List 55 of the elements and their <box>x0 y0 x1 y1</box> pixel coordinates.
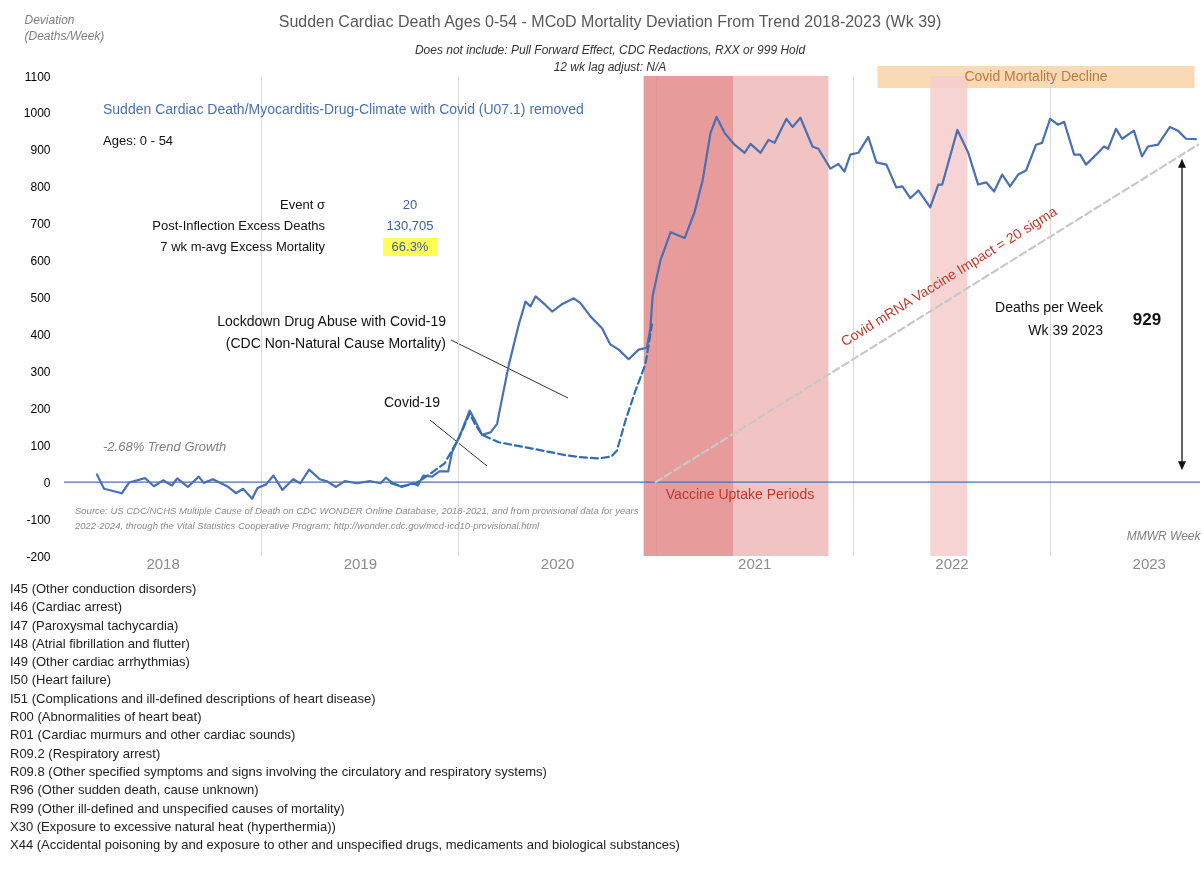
chart-title: Sudden Cardiac Death Ages 0-54 - MCoD Mortality Deviation From Trend 2018-2023 (Wk 39) <box>278 13 942 30</box>
y-tick-label: 1100 <box>24 69 51 84</box>
y-tick-label: -200 <box>26 549 51 564</box>
x-tick-label: 2022 <box>935 554 969 572</box>
chart-subtitle: Does not include: Pull Forward Effect, CDC Redactions, RXX or 999 Hold 12 wk lag adjust: N/A <box>414 43 806 74</box>
text: I46 (Cardiac arrest) <box>10 598 123 617</box>
annotation: Ages: 0 - 54 <box>103 133 174 148</box>
annotation: Event σ <box>280 197 325 212</box>
annotation: 7 wk m-avg Excess Mortality <box>160 239 326 254</box>
text: I45 (Other conduction disorders) <box>10 580 198 598</box>
annotation: Covid Mortality Decline <box>964 68 1108 84</box>
x-tick-label: 2019 <box>343 554 378 572</box>
y-axis-title: Deviation (Deaths/Week) <box>24 12 105 43</box>
text: R09.2 (Respiratory arrest) <box>10 744 162 763</box>
text: I49 (Other cardiac arrhythmias) <box>10 653 191 672</box>
x-tick-label: 2020 <box>540 554 575 572</box>
y-tick-label: 500 <box>30 291 51 306</box>
annotation: 130,705 <box>386 218 434 233</box>
text: I47 (Paroxysmal tachycardia) <box>10 616 180 635</box>
y-tick-label: 300 <box>30 364 51 379</box>
y-tick-label: 700 <box>30 217 51 232</box>
y-tick-label: 900 <box>30 143 51 158</box>
y-tick-label: 1000 <box>23 106 51 121</box>
annotation: Source: US CDC/NCHS Multiple Cause of Death on CDC WONDER Online Database, 2018-2021, and from provisional data for years 2022-2024, through the Vital Statistics Cooperative Program; http://wonder.cdc.gov/mcd-icd10-provisional.html <box>74 505 639 531</box>
text: I50 (Heart failure) <box>10 671 113 690</box>
annotation: Deaths per Week Wk 39 2023 <box>995 299 1104 338</box>
y-tick-label: 0 <box>43 475 51 490</box>
y-tick-label: 600 <box>30 254 51 269</box>
y-tick-label: 200 <box>30 401 51 416</box>
text: R01 (Cardiac murmurs and other cardiac sounds) <box>10 726 297 745</box>
x-tick-label: 2023 <box>1132 554 1166 572</box>
text: R99 (Other ill-defined and unspecified causes of mortality) <box>10 799 346 818</box>
text: R96 (Other sudden death, cause unknown) <box>10 781 260 800</box>
text: R09.8 (Other specified symptoms and signs involving the circulatory and respiratory systems) <box>10 762 548 781</box>
x-axis-title: MMWR Week <box>1126 528 1202 543</box>
annotation: Post-Inflection Excess Deaths <box>152 218 326 233</box>
annotation: -2.68% Trend Growth <box>103 439 227 454</box>
annotation: Lockdown Drug Abuse with Covid-19 (CDC Non-Natural Cause Mortality) <box>217 313 447 351</box>
text: X30 (Exposure to excessive natural heat (hyperthermia)) <box>10 817 337 836</box>
y-tick-label: 400 <box>30 327 51 342</box>
annotation: 20 <box>402 197 418 212</box>
annotation: Vaccine Uptake Periods <box>665 486 815 502</box>
y-tick-label: 800 <box>30 180 51 195</box>
text: R00 (Abnormalities of heart beat) <box>10 708 203 727</box>
x-tick-label: 2018 <box>146 554 180 572</box>
annotation: 929 <box>1132 310 1162 329</box>
text: I48 (Atrial fibrillation and flutter) <box>10 634 191 653</box>
text: Covid-19 <box>383 394 441 410</box>
text: Sudden Cardiac Death/Myocarditis-Drug-Climate with Covid (U07.1) removed <box>103 101 584 117</box>
text: I51 (Complications and ill-defined descriptions of heart disease) <box>10 689 377 708</box>
text: X44 (Accidental poisoning by and exposure to other and unspecified drugs, medicaments and biological substances) <box>10 836 681 855</box>
y-tick-label: -100 <box>26 512 51 527</box>
x-tick-label: 2021 <box>738 554 772 572</box>
annotation: 66.3% <box>391 239 429 254</box>
y-tick-label: 100 <box>30 438 51 453</box>
